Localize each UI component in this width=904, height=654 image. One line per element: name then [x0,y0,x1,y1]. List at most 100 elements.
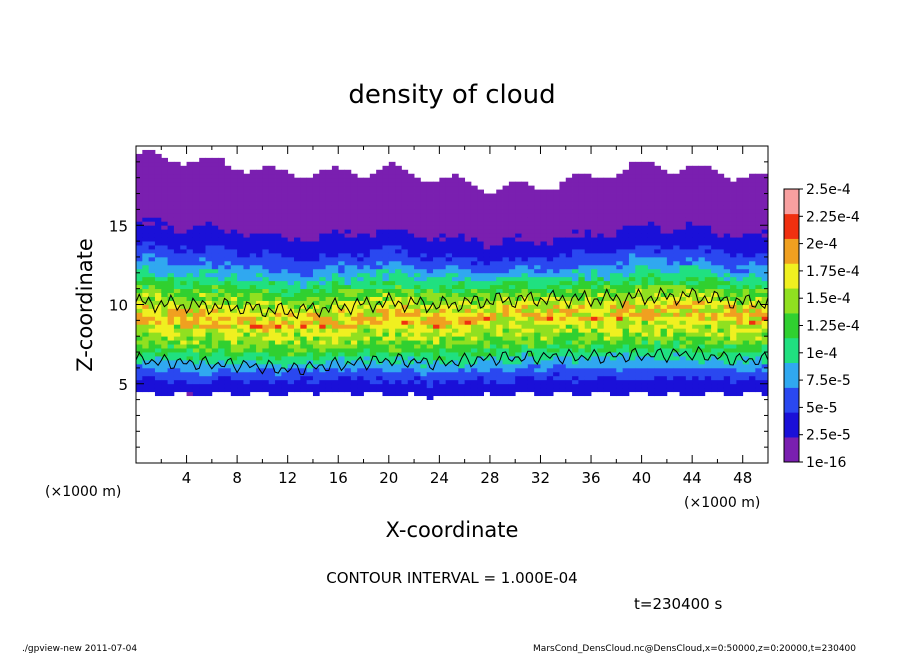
field-cell [521,264,529,270]
field-cell [319,229,326,234]
field-cell [382,205,390,210]
field-cell [161,268,168,274]
field-cell [597,296,605,301]
field-cell [692,177,699,183]
field-cell [331,268,339,274]
field-cell [268,280,276,286]
field-cell [142,288,150,294]
field-cell [376,237,383,242]
field-cell [363,280,371,286]
field-cell [603,233,611,238]
field-cell [148,209,156,214]
field-cell [205,280,213,286]
field-cell [167,272,175,278]
field-cell [464,383,472,389]
field-cell [521,213,529,218]
field-cell [376,375,383,381]
field-cell [136,229,143,234]
field-cell [433,284,440,290]
field-cell [572,221,579,226]
field-cell [565,280,573,286]
field-cell [502,308,510,313]
field-cell [186,324,194,329]
field-cell [647,371,655,377]
field-cell [306,363,314,369]
field-cell [211,280,219,286]
field-cell [388,348,396,353]
field-cell [660,260,668,266]
field-cell [331,320,339,325]
field-cell [660,379,668,385]
field-cell [603,328,611,333]
field-cell [439,379,447,385]
field-cell [622,324,630,329]
field-cell [136,233,143,238]
field-cell [287,359,295,365]
field-cell [420,387,428,393]
field-cell [312,193,320,198]
field-cell [287,237,295,242]
field-cell [268,221,276,226]
field-cell [654,387,661,393]
field-cell [521,249,529,254]
field-cell [685,217,693,222]
field-cell [173,300,181,305]
field-cell [262,348,270,353]
field-cell [306,344,314,349]
field-cell [388,233,396,238]
field-cell [654,371,661,377]
field-cell [401,225,409,230]
field-cell [597,284,605,290]
field-cell [205,348,213,353]
field-cell [515,348,522,353]
field-cell [136,153,143,159]
field-cell [161,320,168,325]
field-cell [388,340,396,345]
field-cell [249,209,257,214]
field-cell [603,245,611,250]
field-cell [414,177,421,183]
field-cell [325,276,333,282]
field-cell [395,221,402,226]
field-cell [439,292,447,297]
field-cell [350,221,358,226]
field-cell [173,264,181,270]
field-cell [654,169,661,175]
field-cell [407,359,415,365]
field-cell [559,276,567,282]
field-cell [211,375,219,381]
field-cell [319,336,326,341]
field-cell [515,276,522,282]
field-cell [338,348,345,353]
field-cell [186,241,194,246]
field-cell [167,348,175,353]
field-cell [224,328,232,333]
field-cell [262,245,270,250]
field-cell [452,336,459,341]
field-cell [199,213,206,218]
field-cell [565,213,573,218]
field-cell [635,201,642,206]
field-cell [420,241,428,246]
field-cell [565,185,573,190]
field-cell [161,252,168,258]
field-cell [287,225,295,230]
field-cell [515,296,522,301]
field-cell [211,221,219,226]
field-cell [470,193,478,198]
field-cell [249,177,257,183]
field-cell [546,288,554,294]
field-cell [312,284,320,290]
field-cell [527,356,535,361]
field-cell [319,320,326,325]
field-cell [142,387,150,393]
field-cell [527,324,535,329]
field-cell [572,379,579,385]
field-cell [470,288,478,294]
field-cell [401,328,409,333]
field-cell [230,296,238,301]
field-cell [224,189,232,194]
field-cell [426,272,434,278]
field-cell [445,249,453,254]
field-cell [521,205,529,210]
